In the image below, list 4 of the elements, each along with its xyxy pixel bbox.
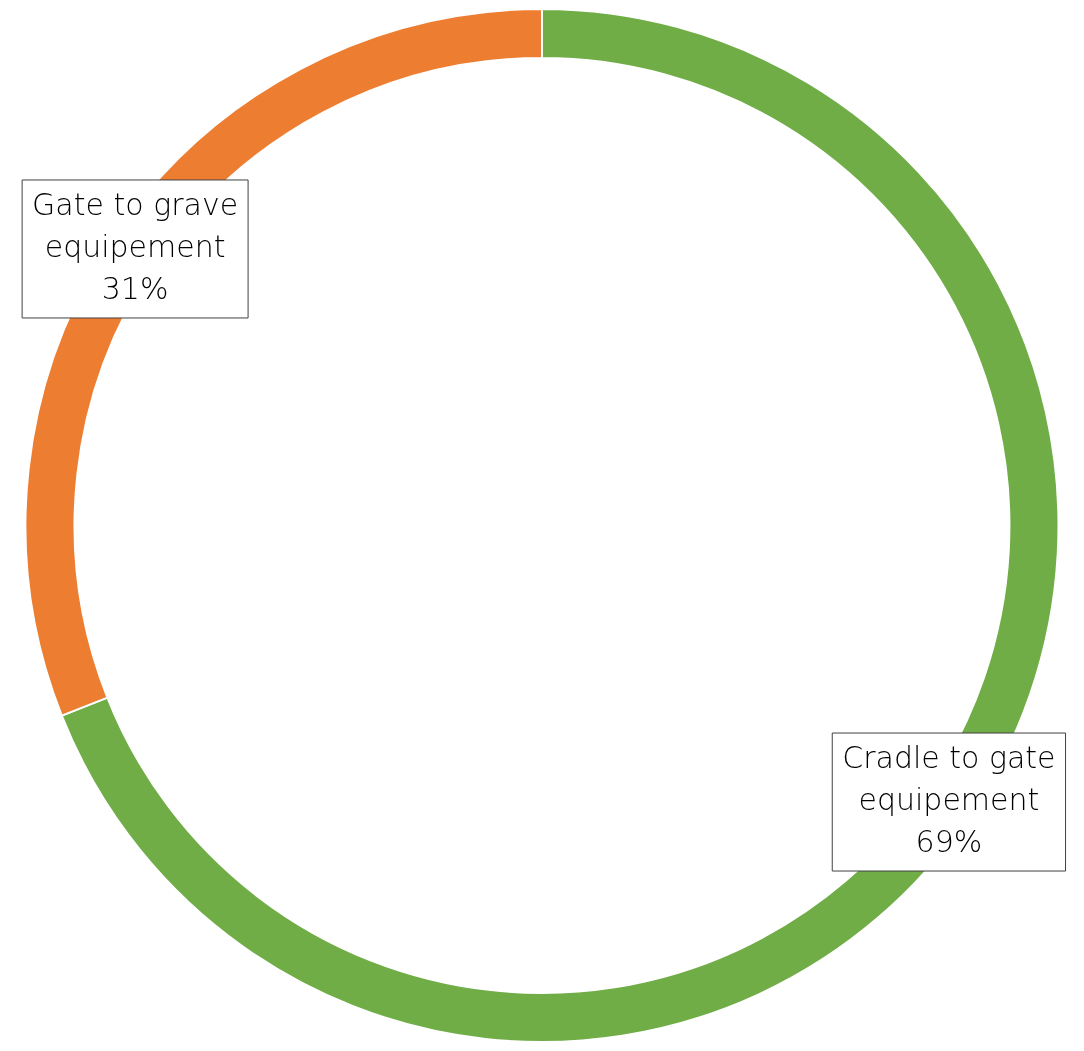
data-label: 69% <box>915 823 983 859</box>
slice-label: Cradle to gate equipement <box>842 739 1056 817</box>
slice-label: Gate to grave equipement <box>32 186 239 264</box>
data-label: 31% <box>101 270 169 306</box>
